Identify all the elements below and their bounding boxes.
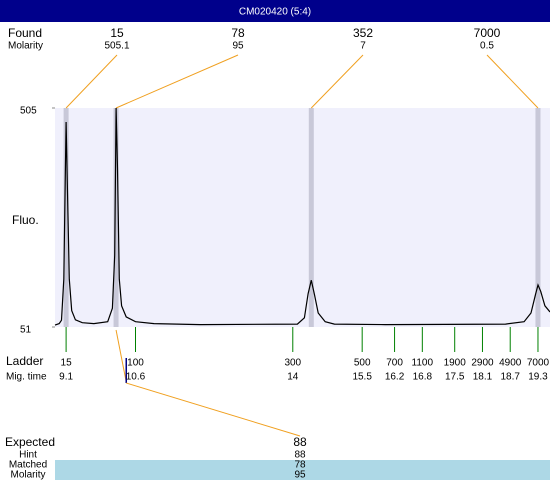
ladder-size: 4900 [499,358,522,369]
found-size: 7000 [474,26,501,40]
plot-area [55,108,550,327]
expected-row-value: 95 [294,470,306,480]
ladder-time: 18.7 [500,372,520,383]
found-label: Found [8,26,42,40]
found-sublabel: Molarity [8,41,43,52]
ladder-time: 16.2 [385,372,405,383]
trace [54,107,550,326]
ladder-size: 1900 [444,358,467,369]
expected-value-connector [126,382,301,437]
ladder-time: 10.6 [126,372,146,383]
matched-band [55,460,550,480]
expected-row-label: Matched [9,460,47,471]
found-connector [310,54,364,109]
found-molarity: 505.1 [104,41,129,52]
expected-connector [115,329,127,383]
found-molarity: 0.5 [480,41,494,52]
found-molarity: 95 [232,41,244,52]
found-size: 352 [353,26,373,40]
ladder-time: 14 [287,372,299,383]
ladder-size: 100 [127,358,144,369]
ladder-size: 1100 [412,358,434,369]
expected-row-value: 88 [294,450,306,461]
found-size: 15 [110,26,124,40]
expected-row-value: 78 [294,460,306,471]
expected-row-label: Molarity [10,470,45,480]
ladder-time: 18.1 [473,372,493,383]
expected-label: Expected [5,435,55,449]
ladder-size: 15 [61,358,73,369]
ladder-size: 2900 [471,358,494,369]
found-connector [486,54,539,109]
found-peak-band [63,108,69,327]
found-molarity: 7 [360,41,366,52]
expected-row-label: Hint [19,450,37,461]
y-axis-label: Fluo. [12,213,39,227]
found-connector [65,54,118,109]
ladder-label: Ladder [6,354,43,368]
found-size: 78 [231,26,245,40]
ladder-size: 500 [354,358,371,369]
ladder-time: 16.8 [413,372,433,383]
ladder-size: 300 [284,358,301,369]
found-peak-band [308,108,314,327]
title: CM020420 (5:4) [239,7,311,18]
ladder-time: 17.5 [445,372,465,383]
found-connector [115,54,239,109]
ladder-time: 19.3 [528,372,548,383]
ladder-size: 700 [386,358,403,369]
ladder-time: 9.1 [59,372,73,383]
y-tick-label: 505 [20,106,37,117]
ladder-time: 15.5 [352,372,372,383]
found-peak-band [113,108,119,327]
ladder-sublabel: Mig. time [6,372,47,383]
y-tick-label: 51 [20,325,32,336]
expected-value: 88 [293,435,307,449]
found-peak-band [535,108,541,327]
ladder-size: 7000 [527,358,550,369]
title-bar [0,0,550,22]
